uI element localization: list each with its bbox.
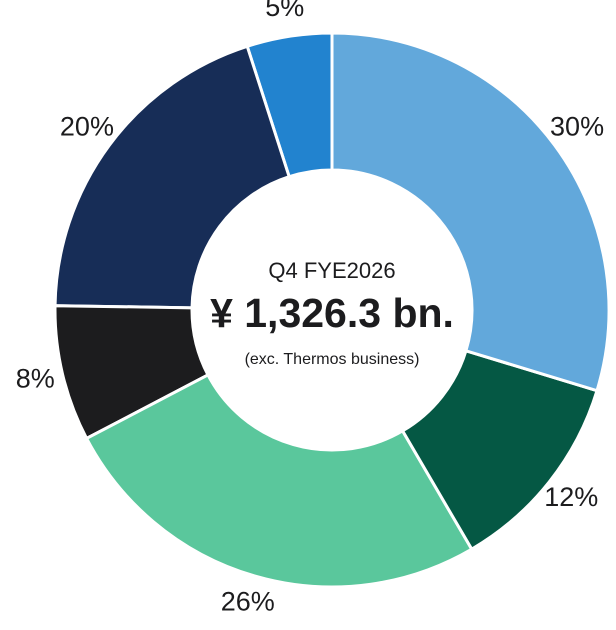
- donut-segment: [400, 348, 599, 552]
- data-label: 8%: [16, 364, 55, 394]
- donut-segment: [330, 31, 611, 393]
- data-label: 26%: [221, 586, 275, 616]
- donut-segment: [84, 372, 474, 589]
- data-label: 12%: [544, 482, 598, 512]
- data-label: 5%: [265, 0, 304, 22]
- data-label: 30%: [550, 112, 604, 142]
- donut-segment: [53, 304, 210, 441]
- data-label: 20%: [60, 112, 114, 142]
- center-note: (exc. Thermos business): [245, 351, 420, 368]
- donut-segment: [53, 44, 292, 310]
- center-title: Q4 FYE2026: [268, 258, 395, 283]
- center-value: ¥ 1,326.3 bn.: [210, 290, 454, 336]
